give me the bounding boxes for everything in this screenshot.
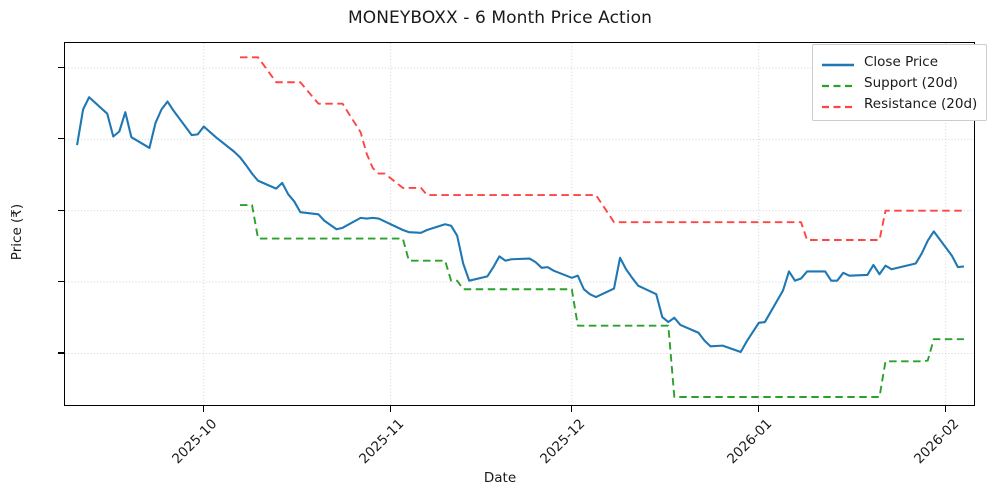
series-line-0: [76, 96, 965, 354]
chart-legend: Close Price Support (20d) Resistance (20d): [812, 44, 988, 121]
legend-item-1[interactable]: Support (20d): [821, 72, 977, 93]
x-tick-mark: [389, 406, 391, 412]
x-axis-label: Date: [483, 470, 517, 486]
x-tick-mark: [570, 406, 572, 412]
x-tick-label: 2026-02: [910, 416, 963, 468]
series-line-2: [239, 56, 964, 241]
legend-item-0[interactable]: Close Price: [821, 51, 977, 72]
series-lines: [76, 56, 965, 398]
chart-title: MONEYBOXX - 6 Month Price Action: [347, 8, 652, 28]
legend-label: Resistance (20d): [864, 95, 978, 112]
legend-label: Close Price: [864, 53, 938, 70]
plot-area: [64, 42, 975, 406]
legend-swatch-icon: [821, 98, 855, 110]
plot-svg: [65, 43, 974, 405]
legend-item-2[interactable]: Resistance (20d): [821, 93, 977, 114]
legend-label: Support (20d): [864, 74, 958, 91]
legend-swatch-icon: [821, 56, 855, 68]
x-tick-label: 2025-11: [355, 416, 408, 468]
x-tick-label: 2025-12: [536, 416, 589, 468]
x-tick-mark: [757, 406, 759, 412]
legend-swatch-icon: [821, 77, 855, 89]
x-tick-label: 2025-10: [168, 416, 221, 468]
x-tick-label: 2026-01: [723, 416, 776, 468]
x-tick-mark: [202, 406, 204, 412]
x-tick-mark: [944, 406, 946, 412]
y-axis-label: Price (₹): [9, 203, 25, 261]
series-line-1: [239, 204, 964, 398]
